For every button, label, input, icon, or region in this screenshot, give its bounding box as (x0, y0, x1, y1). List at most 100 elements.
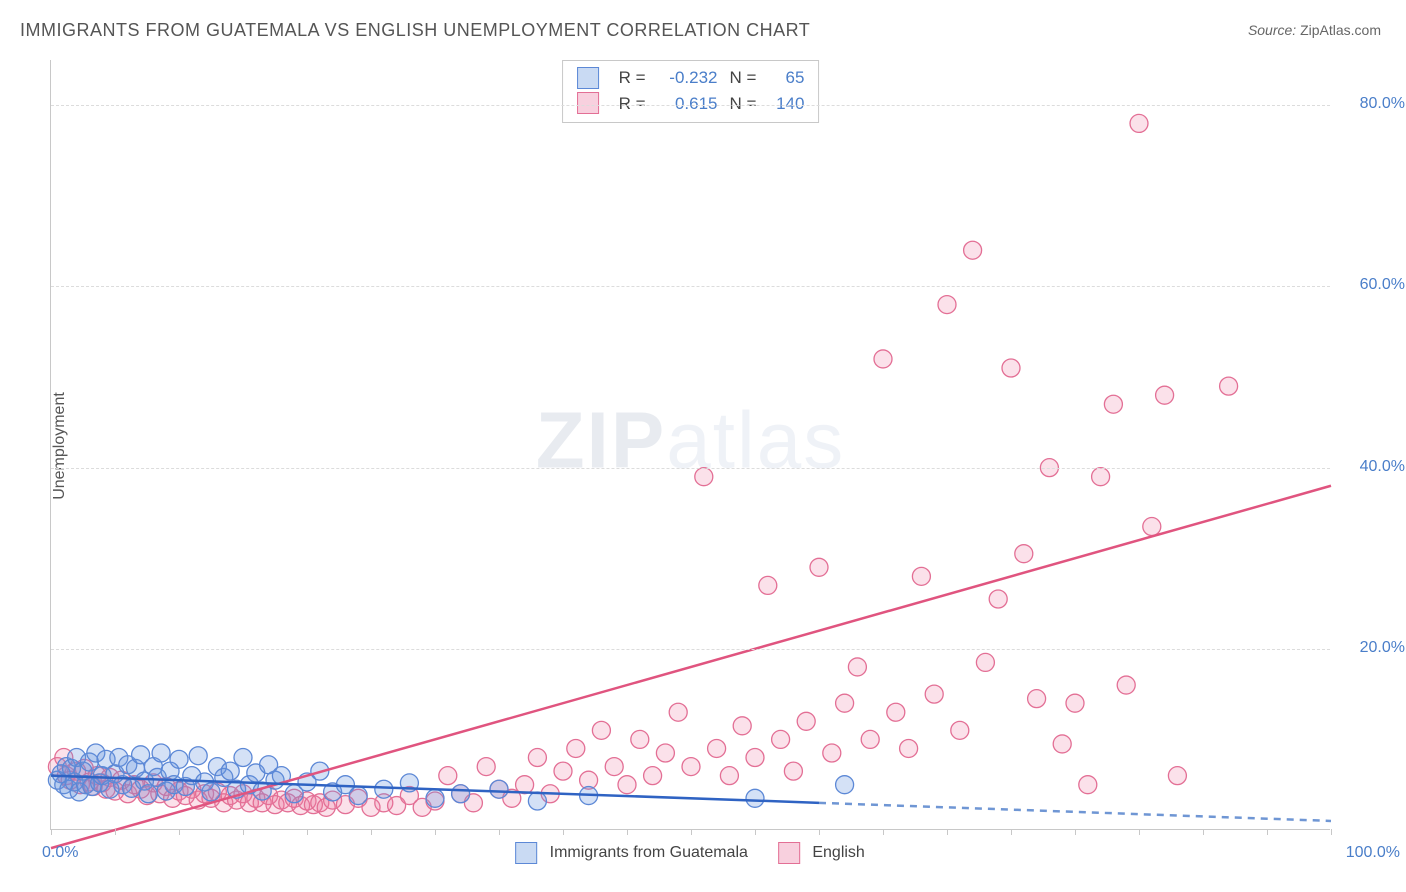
pink-point (772, 730, 790, 748)
legend-item-pink: English (778, 842, 865, 864)
pink-point (1066, 694, 1084, 712)
swatch-pink-icon (577, 92, 599, 114)
r-value-blue: -0.232 (658, 65, 718, 91)
x-tick (243, 829, 244, 835)
stats-row-pink: R = 0.615 N = 140 (577, 91, 805, 117)
pink-point (708, 739, 726, 757)
pink-point (964, 241, 982, 259)
plot-svg (51, 60, 1331, 830)
x-tick (499, 829, 500, 835)
y-tick-label: 80.0% (1340, 95, 1405, 113)
pink-point (656, 744, 674, 762)
pink-point (720, 767, 738, 785)
x-axis-min-label: 0.0% (42, 844, 78, 862)
pink-point (797, 712, 815, 730)
blue-point (349, 787, 367, 805)
blue-point (170, 750, 188, 768)
x-tick (307, 829, 308, 835)
pink-point (1117, 676, 1135, 694)
swatch-pink-icon (778, 842, 800, 864)
blue-point (426, 789, 444, 807)
correlation-stats-box: R = -0.232 N = 65 R = 0.615 N = 140 (562, 60, 820, 123)
legend-item-blue: Immigrants from Guatemala (515, 842, 748, 864)
blue-point (490, 780, 508, 798)
x-tick (691, 829, 692, 835)
x-tick (563, 829, 564, 835)
pink-point (439, 767, 457, 785)
pink-point (989, 590, 1007, 608)
pink-point (887, 703, 905, 721)
pink-point (976, 653, 994, 671)
blue-point (152, 744, 170, 762)
x-tick (115, 829, 116, 835)
pink-point (1015, 545, 1033, 563)
gridline (51, 468, 1330, 469)
x-tick (627, 829, 628, 835)
pink-point (1156, 386, 1174, 404)
chart-title: IMMIGRANTS FROM GUATEMALA VS ENGLISH UNE… (20, 20, 810, 41)
pink-point (1130, 114, 1148, 132)
pink-point (938, 296, 956, 314)
gridline (51, 105, 1330, 106)
source-attribution: Source: ZipAtlas.com (1248, 22, 1381, 38)
blue-point (234, 749, 252, 767)
y-tick-label: 40.0% (1340, 458, 1405, 476)
pink-point (1143, 518, 1161, 536)
pink-point (810, 558, 828, 576)
plot-region: ZIPatlas R = -0.232 N = 65 R = 0.615 N =… (50, 60, 1330, 830)
r-label: R = (619, 65, 646, 91)
swatch-blue-icon (577, 67, 599, 89)
pink-point (784, 762, 802, 780)
pink-point (759, 576, 777, 594)
pink-point (554, 762, 572, 780)
pink-point (477, 758, 495, 776)
pink-point (618, 776, 636, 794)
pink-point (528, 749, 546, 767)
pink-point (848, 658, 866, 676)
x-tick (1331, 829, 1332, 835)
x-tick (755, 829, 756, 835)
pink-point (746, 749, 764, 767)
stats-row-blue: R = -0.232 N = 65 (577, 65, 805, 91)
x-tick (51, 829, 52, 835)
pink-point (823, 744, 841, 762)
gridline (51, 649, 1330, 650)
x-tick (435, 829, 436, 835)
blue-point (528, 792, 546, 810)
pink-point (733, 717, 751, 735)
pink-point (900, 739, 918, 757)
x-tick (947, 829, 948, 835)
x-tick (1203, 829, 1204, 835)
pink-point (1028, 690, 1046, 708)
pink-point (836, 694, 854, 712)
x-tick (1139, 829, 1140, 835)
x-tick (371, 829, 372, 835)
x-tick (819, 829, 820, 835)
x-axis-max-label: 100.0% (1346, 844, 1400, 862)
y-tick-label: 60.0% (1340, 276, 1405, 294)
pink-point (682, 758, 700, 776)
x-tick (1011, 829, 1012, 835)
trend-line-blue-dashed (819, 803, 1331, 821)
blue-point (202, 783, 220, 801)
y-tick-label: 20.0% (1340, 639, 1405, 657)
swatch-blue-icon (515, 842, 537, 864)
pink-point (1002, 359, 1020, 377)
pink-point (1104, 395, 1122, 413)
pink-point (925, 685, 943, 703)
trend-line-pink (51, 486, 1331, 848)
pink-point (669, 703, 687, 721)
n-label: N = (730, 65, 757, 91)
pink-point (605, 758, 623, 776)
pink-point (695, 468, 713, 486)
bottom-legend: Immigrants from Guatemala English (515, 842, 865, 864)
n-value-blue: 65 (768, 65, 804, 91)
blue-point (189, 747, 207, 765)
x-tick (1267, 829, 1268, 835)
gridline (51, 286, 1330, 287)
pink-point (861, 730, 879, 748)
legend-label-blue: Immigrants from Guatemala (550, 844, 748, 861)
page: IMMIGRANTS FROM GUATEMALA VS ENGLISH UNE… (0, 0, 1406, 892)
pink-point (631, 730, 649, 748)
r-value-pink: 0.615 (658, 91, 718, 117)
